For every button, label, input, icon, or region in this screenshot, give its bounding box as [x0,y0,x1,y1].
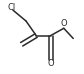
Text: O: O [47,59,54,68]
Text: O: O [60,19,67,28]
Text: Cl: Cl [8,3,16,12]
